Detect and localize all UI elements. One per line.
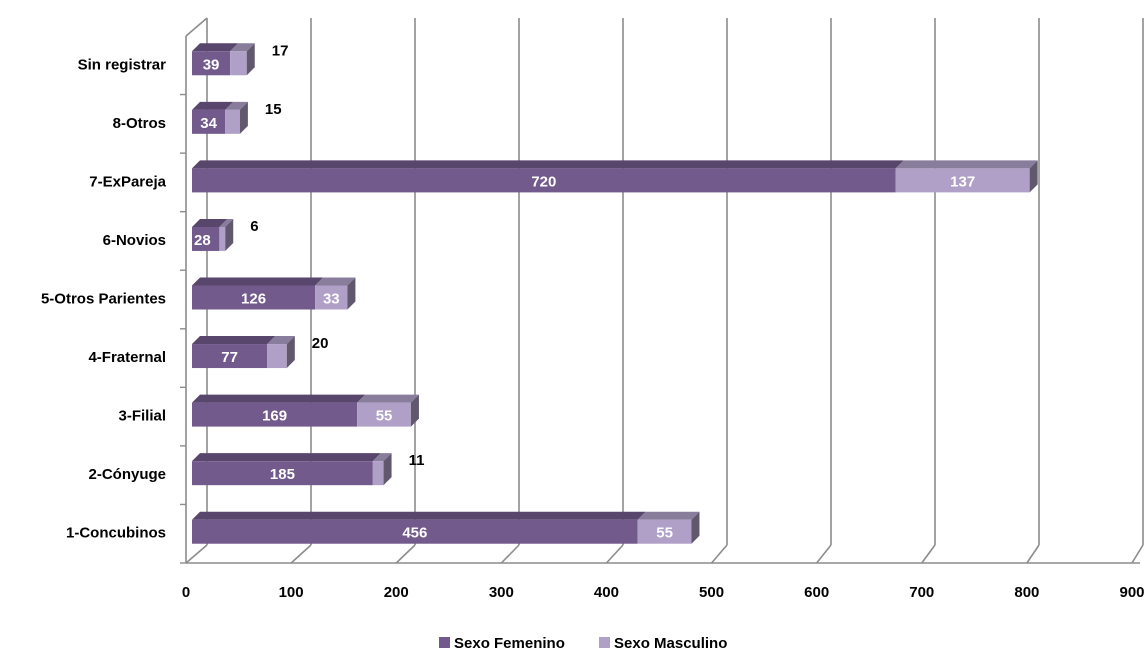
category-label: 1-Concubinos bbox=[66, 525, 166, 542]
bar-masculino bbox=[637, 511, 700, 544]
data-label: 126 bbox=[241, 291, 266, 308]
bar-side bbox=[225, 218, 234, 251]
data-label: 77 bbox=[221, 349, 238, 366]
gridline-floor bbox=[816, 544, 832, 564]
category-label: 8-Otros bbox=[113, 115, 166, 132]
legend-swatch bbox=[439, 637, 450, 648]
x-tick-label: 0 bbox=[182, 584, 190, 601]
bar-femenino bbox=[192, 218, 228, 251]
bar-side bbox=[383, 453, 392, 486]
bar-masculino bbox=[315, 277, 356, 310]
gridline-floor bbox=[1026, 544, 1040, 564]
x-tick-label: 800 bbox=[1014, 584, 1039, 601]
bar-masculino bbox=[372, 453, 392, 486]
bar-side bbox=[691, 511, 700, 544]
category-label: 2-Cónyuge bbox=[88, 466, 166, 483]
category-label: 4-Fraternal bbox=[88, 349, 166, 366]
bar-side bbox=[1029, 160, 1038, 193]
gridline-floor bbox=[921, 544, 936, 564]
data-label: 11 bbox=[409, 452, 425, 469]
x-tick-label: 700 bbox=[909, 584, 934, 601]
data-label: 28 bbox=[194, 232, 211, 249]
bar-femenino bbox=[192, 336, 276, 369]
legend-label: Sexo Femenino bbox=[454, 635, 565, 652]
bar-femenino bbox=[192, 43, 239, 76]
data-label: 137 bbox=[950, 173, 975, 190]
x-tick-label: 100 bbox=[279, 584, 304, 601]
data-label: 15 bbox=[265, 101, 282, 118]
bar-side bbox=[347, 277, 356, 310]
data-label: 6 bbox=[250, 218, 258, 235]
bar-masculino bbox=[230, 43, 255, 76]
data-label: 39 bbox=[203, 56, 220, 73]
data-label: 55 bbox=[376, 408, 393, 425]
category-label: 3-Filial bbox=[118, 408, 166, 425]
category-label: 5-Otros Parientes bbox=[41, 291, 166, 308]
bar-femenino bbox=[192, 277, 324, 310]
bar-side bbox=[410, 394, 419, 427]
data-label: 20 bbox=[312, 335, 329, 352]
gridline-floor bbox=[185, 544, 208, 564]
data-label: 55 bbox=[656, 525, 673, 542]
x-tick-label: 500 bbox=[699, 584, 724, 601]
category-label: 7-ExPareja bbox=[89, 173, 166, 190]
bar-side bbox=[246, 43, 255, 76]
x-tick-labels: 0 100 200 300 400 500 600 700 800 900 bbox=[182, 584, 1145, 601]
bar-femenino bbox=[192, 453, 381, 486]
x-tick-label: 300 bbox=[489, 584, 514, 601]
gridline-floor bbox=[500, 544, 520, 564]
bar-femenino bbox=[192, 394, 366, 427]
x-tick-label: 600 bbox=[804, 584, 829, 601]
bar-femenino bbox=[192, 101, 234, 134]
data-label: 169 bbox=[262, 408, 287, 425]
data-label: 17 bbox=[272, 42, 289, 59]
legend: Sexo Femenino Sexo Masculino bbox=[439, 635, 727, 652]
bar-femenino bbox=[192, 160, 904, 193]
data-label: 34 bbox=[200, 115, 217, 132]
legend-label: Sexo Masculino bbox=[614, 635, 727, 652]
x-tick-label: 200 bbox=[384, 584, 409, 601]
data-label: 720 bbox=[531, 173, 556, 190]
bar-masculino bbox=[225, 101, 248, 134]
x-tick-label: 400 bbox=[594, 584, 619, 601]
grid-lines bbox=[185, 18, 1144, 564]
bar-masculino bbox=[267, 336, 295, 369]
gridline-floor bbox=[605, 544, 624, 564]
data-label: 33 bbox=[323, 291, 340, 308]
bar-masculino bbox=[219, 218, 234, 251]
gridline-floor bbox=[290, 544, 312, 564]
data-label: 185 bbox=[270, 466, 295, 483]
gridline-floor bbox=[1131, 544, 1144, 564]
category-labels: 1-Concubinos 2-Cónyuge 3-Filial 4-Fraternal… bbox=[41, 56, 167, 541]
gridline-floor bbox=[710, 544, 728, 564]
legend-swatch bbox=[599, 637, 610, 648]
bars: 456 55 185 11 169 55 77 20 126 33 28 6 720 137 34 15 39 1… bbox=[192, 42, 1038, 544]
category-label: 6-Novios bbox=[103, 232, 166, 249]
gridline-floor bbox=[395, 544, 416, 564]
bar-side bbox=[239, 101, 248, 134]
axes bbox=[180, 17, 1140, 564]
data-label: 456 bbox=[402, 525, 427, 542]
bar-masculino bbox=[895, 160, 1038, 193]
bar-side bbox=[286, 336, 295, 369]
bar-masculino bbox=[357, 394, 419, 427]
x-tick-label: 900 bbox=[1119, 584, 1144, 601]
category-label: Sin registrar bbox=[78, 56, 167, 73]
y-axis-depth-line bbox=[185, 17, 208, 37]
bar-femenino bbox=[192, 511, 646, 544]
